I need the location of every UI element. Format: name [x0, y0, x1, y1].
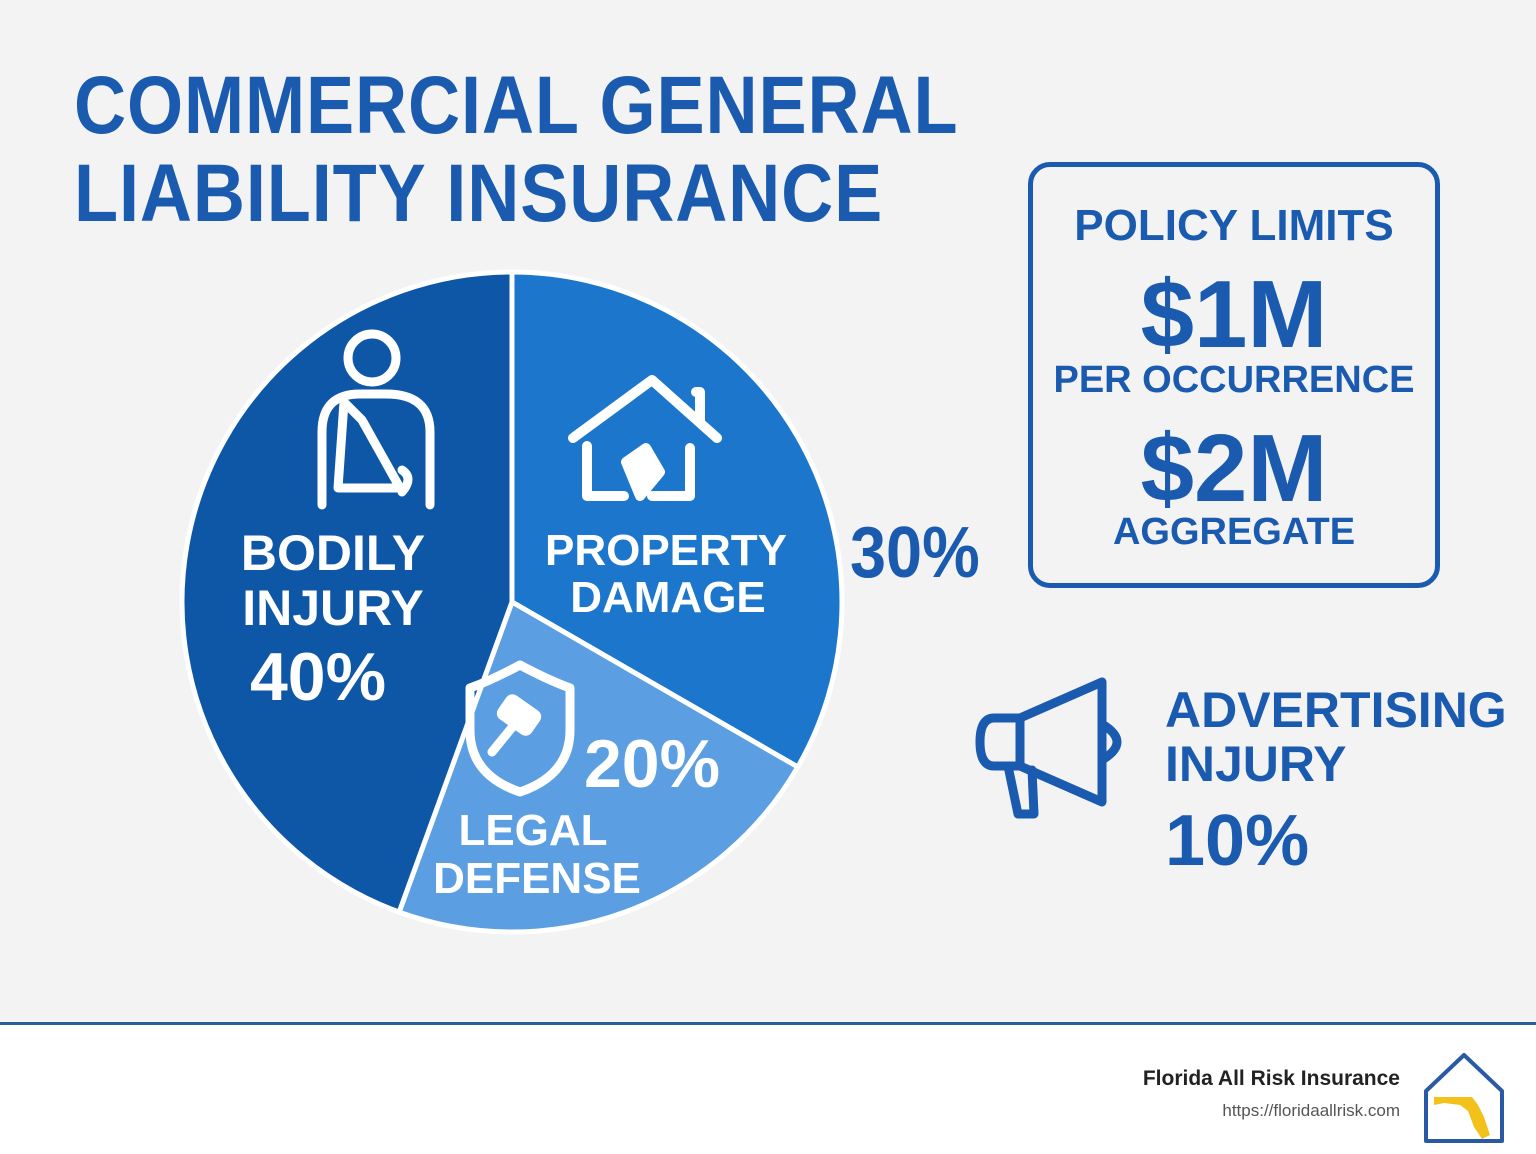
- bodily-injury-label-line1: BODILY: [241, 525, 425, 581]
- megaphone-icon: [975, 677, 1122, 819]
- policy-limits-box: POLICY LIMITS $1M PER OCCURRENCE $2M AGG…: [1028, 162, 1440, 588]
- pie-slice-legal-defense: [395, 598, 802, 935]
- pie-slice-property-damage: [509, 269, 845, 771]
- house-florida-logo-icon: [1424, 1053, 1504, 1143]
- legal-defense-label-line2: DEFENSE: [433, 854, 641, 903]
- legal-defense-label-line1: LEGAL: [458, 806, 607, 855]
- legal-defense-percent: 20%: [584, 726, 720, 802]
- per-occurrence-value: $1M: [1140, 261, 1328, 368]
- property-damage-label-line1: PROPERTY: [545, 526, 787, 575]
- footer-divider: [0, 1022, 1536, 1025]
- aggregate-value: $2M: [1140, 415, 1328, 522]
- policy-limits-title: POLICY LIMITS: [1074, 201, 1394, 250]
- damaged-house-icon: [568, 375, 722, 501]
- bodily-injury-percent: 40%: [250, 639, 386, 715]
- per-occurrence-label: PER OCCURRENCE: [1053, 359, 1415, 401]
- page-title: COMMERCIAL GENERAL LIABILITY INSURANCE: [74, 62, 958, 238]
- shield-gavel-icon: [465, 660, 575, 797]
- title-line-1: COMMERCIAL GENERAL: [74, 60, 959, 151]
- property-damage-label-line2: DAMAGE: [570, 573, 766, 622]
- injured-person-arm-sling-icon: [317, 329, 435, 510]
- property-damage-percent: 30%: [850, 513, 980, 593]
- bodily-injury-label-line2: INJURY: [242, 580, 424, 636]
- brand-name: Florida All Risk Insurance: [1142, 1067, 1400, 1090]
- footer: Florida All Risk Insurance https://flori…: [0, 1025, 1536, 1154]
- title-line-2: LIABILITY INSURANCE: [74, 148, 884, 239]
- aggregate-label: AGGREGATE: [1112, 511, 1356, 553]
- advertising-injury-percent: 10%: [1165, 801, 1310, 881]
- brand-url[interactable]: https://floridaallrisk.com: [1222, 1101, 1400, 1120]
- advertising-injury-label: ADVERTISING INJURY: [1165, 682, 1507, 792]
